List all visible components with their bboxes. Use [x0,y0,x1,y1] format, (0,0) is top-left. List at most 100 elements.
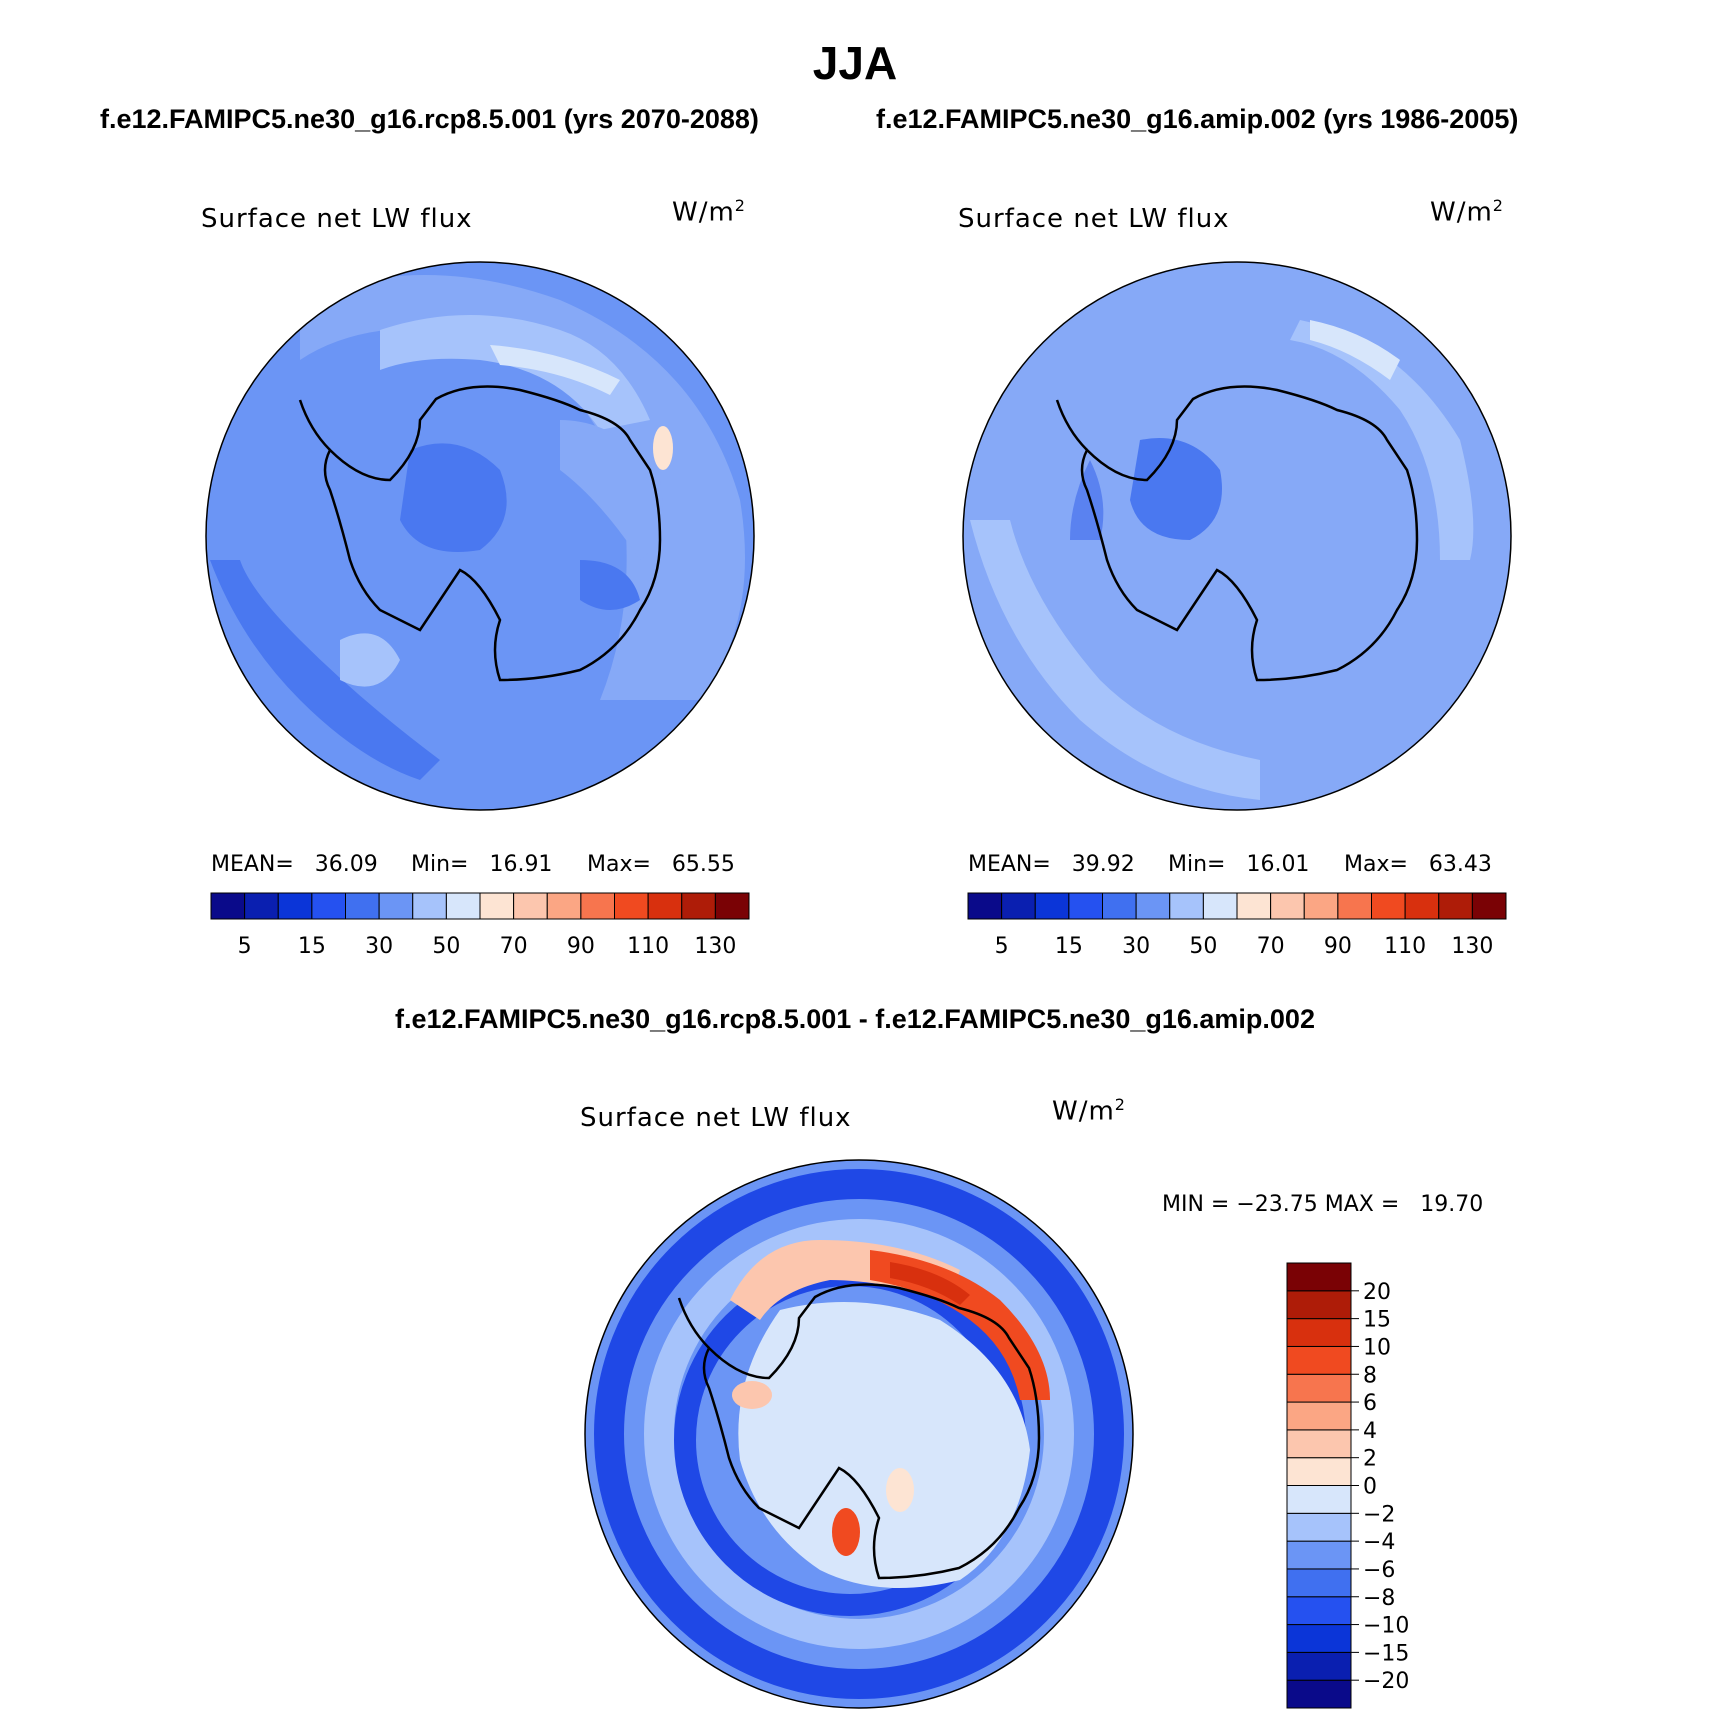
panel-b-colorbar-box [1068,892,1103,920]
panel-a-colorbar-box [614,892,649,920]
panel-a-max: Max= 65.55 [587,852,735,877]
panel-diff-units-exp: 2 [1114,1095,1126,1114]
case-b-title: f.e12.FAMIPC5.ne30_g16.amip.002 (yrs 198… [876,104,1519,134]
panel-a-colorbar-box [378,892,414,920]
panel-a-colorbar-tick-label: 70 [500,934,528,959]
panel-b-colorbar-box [1202,892,1238,920]
panel-b-colorbar-box [1135,892,1171,920]
panel-a-colorbar-box [681,892,716,920]
panel-a-warm-spot [653,426,673,470]
panel-a-colorbar-tick-label: 5 [238,934,252,959]
panel-a-colorbar: 5 15 30 50 70 90 110 130 [210,892,750,959]
panel-diff-warm-spot [832,1508,860,1556]
panel-b-colorbar-box [1034,892,1070,920]
panel-a-interior-cold-2 [580,560,640,610]
panel-diff-colorbar-box [1286,1624,1352,1653]
panel-diff-colorbar-box [1286,1401,1352,1431]
panel-a-colorbar-tick-label: 130 [694,934,736,959]
panel-b-mean: MEAN= 39.92 [968,852,1135,877]
panel-diff-boundary [584,1159,1134,1709]
panel-a-min: Min= 16.91 [411,852,553,877]
panel-b-interior-cold [1130,438,1222,540]
panel-a-cold-band [210,560,440,780]
panel-b-colorbar-box [1303,892,1339,920]
panel-diff-colorbar-box [1286,1568,1352,1598]
panel-b-units-exp: 2 [1492,196,1504,215]
panel-b-colorbar-tick-label: 70 [1257,934,1285,959]
panel-b-colorbar-box [1438,892,1473,920]
panel-b-colorbar: 5 15 30 50 70 90 110 130 [967,892,1507,959]
panel-b-light-band [970,520,1260,800]
panel-a-colorbar-tick-label: 90 [567,934,595,959]
panel-b-variable-label: Surface net LW flux [958,204,1230,234]
panel-b-colorbar-box [1102,892,1137,920]
difference-title: f.e12.FAMIPC5.ne30_g16.rcp8.5.001 - f.e1… [395,1004,1315,1034]
panel-b-colorbar-box [1471,892,1507,920]
panel-a-variable-label: Surface net LW flux [201,204,473,234]
panel-b-colorbar-box [1337,892,1372,920]
panel-b-map [963,262,1511,810]
panel-a-colorbar-box [345,892,380,920]
panel-diff-colorbar-box [1286,1262,1352,1292]
panel-a-colorbar-box [277,892,313,920]
panel-diff-warm-core [890,1262,970,1305]
panel-a-colorbar-box [479,892,515,920]
panel-a-colorbar-tick-label: 110 [627,934,669,959]
panel-a-field-band-pale [490,345,620,395]
panel-diff-colorbar-tick-label: 6 [1363,1391,1377,1416]
panel-a-colorbar-box [647,892,683,920]
panel-diff-outer-ring [594,1169,1124,1699]
panel-b-colorbar-box [967,892,1003,920]
panel-diff-mid-ring [644,1219,1074,1649]
panel-diff-colorbar-tick-label: 0 [1363,1475,1377,1500]
panel-diff-colorbar-tick-label: −15 [1363,1641,1409,1666]
panel-a-boundary [205,261,755,811]
panel-b-colorbar-box [1169,892,1204,920]
panel-b-colorbar-tick-label: 90 [1324,934,1352,959]
panel-diff-minmax: MIN = −23.75 MAX = 19.70 [1162,1192,1484,1217]
panel-diff-colorbar-tick-label: −10 [1363,1614,1409,1639]
panel-diff-colorbar-tick-label: 2 [1363,1447,1377,1472]
panel-b-boundary [962,261,1512,811]
panel-diff-warm-arc-right [870,1250,1050,1400]
figure-title: JJA [812,37,898,89]
panel-a-field-band-light [380,315,650,430]
panel-b-colorbar-tick-label: 5 [995,934,1009,959]
panel-b-colorbar-box [1236,892,1272,920]
panel-diff-colorbar-tick-label: 4 [1363,1419,1377,1444]
panel-a-peninsula [298,399,331,451]
panel-diff-colorbar-box [1286,1512,1352,1542]
panel-diff-units: W/m2 [1052,1095,1126,1127]
panel-diff-colorbar-tick-label: −2 [1363,1502,1395,1527]
panel-a-colorbar-box [580,892,615,920]
panel-a-colorbar-box [714,892,750,920]
panel-a-colorbar-box [244,892,279,920]
panel-b-colorbar-box [1404,892,1440,920]
panel-a-units-base: W/m [672,197,735,228]
panel-diff-colorbar-box [1286,1485,1352,1514]
panel-b-peninsula [1055,399,1088,451]
panel-a-light-patch [340,633,400,687]
panel-diff-interior-pale [738,1302,1030,1588]
panel-diff-antarctica-coastline [702,1283,1041,1580]
panel-diff-colorbar-box [1286,1429,1352,1459]
panel-a-interior-cold [400,443,507,552]
panel-diff-warm-spot-2 [886,1468,914,1512]
panel-a-units-exp: 2 [734,196,746,215]
panel-b-colorbar-tick-label: 130 [1451,934,1493,959]
panel-b-colorbar-tick-label: 30 [1122,934,1150,959]
panel-a-antarctica-coastline [323,385,662,682]
panel-a-colorbar-tick-label: 50 [432,934,460,959]
panel-diff-colorbar-tick-label: 8 [1363,1363,1377,1388]
panel-a-colorbar-box [311,892,346,920]
panel-b-colorbar-box [1371,892,1406,920]
panel-a-interior-mid [560,420,663,560]
panel-diff-colorbar-box [1286,1651,1352,1681]
panel-a-colorbar-box [445,892,481,920]
panel-diff-colorbar-box [1286,1345,1352,1375]
panel-diff-colorbar-tick-label: −8 [1363,1586,1395,1611]
panel-diff-colorbar-tick-label: 10 [1363,1335,1391,1360]
panel-b-background-field [963,262,1511,810]
